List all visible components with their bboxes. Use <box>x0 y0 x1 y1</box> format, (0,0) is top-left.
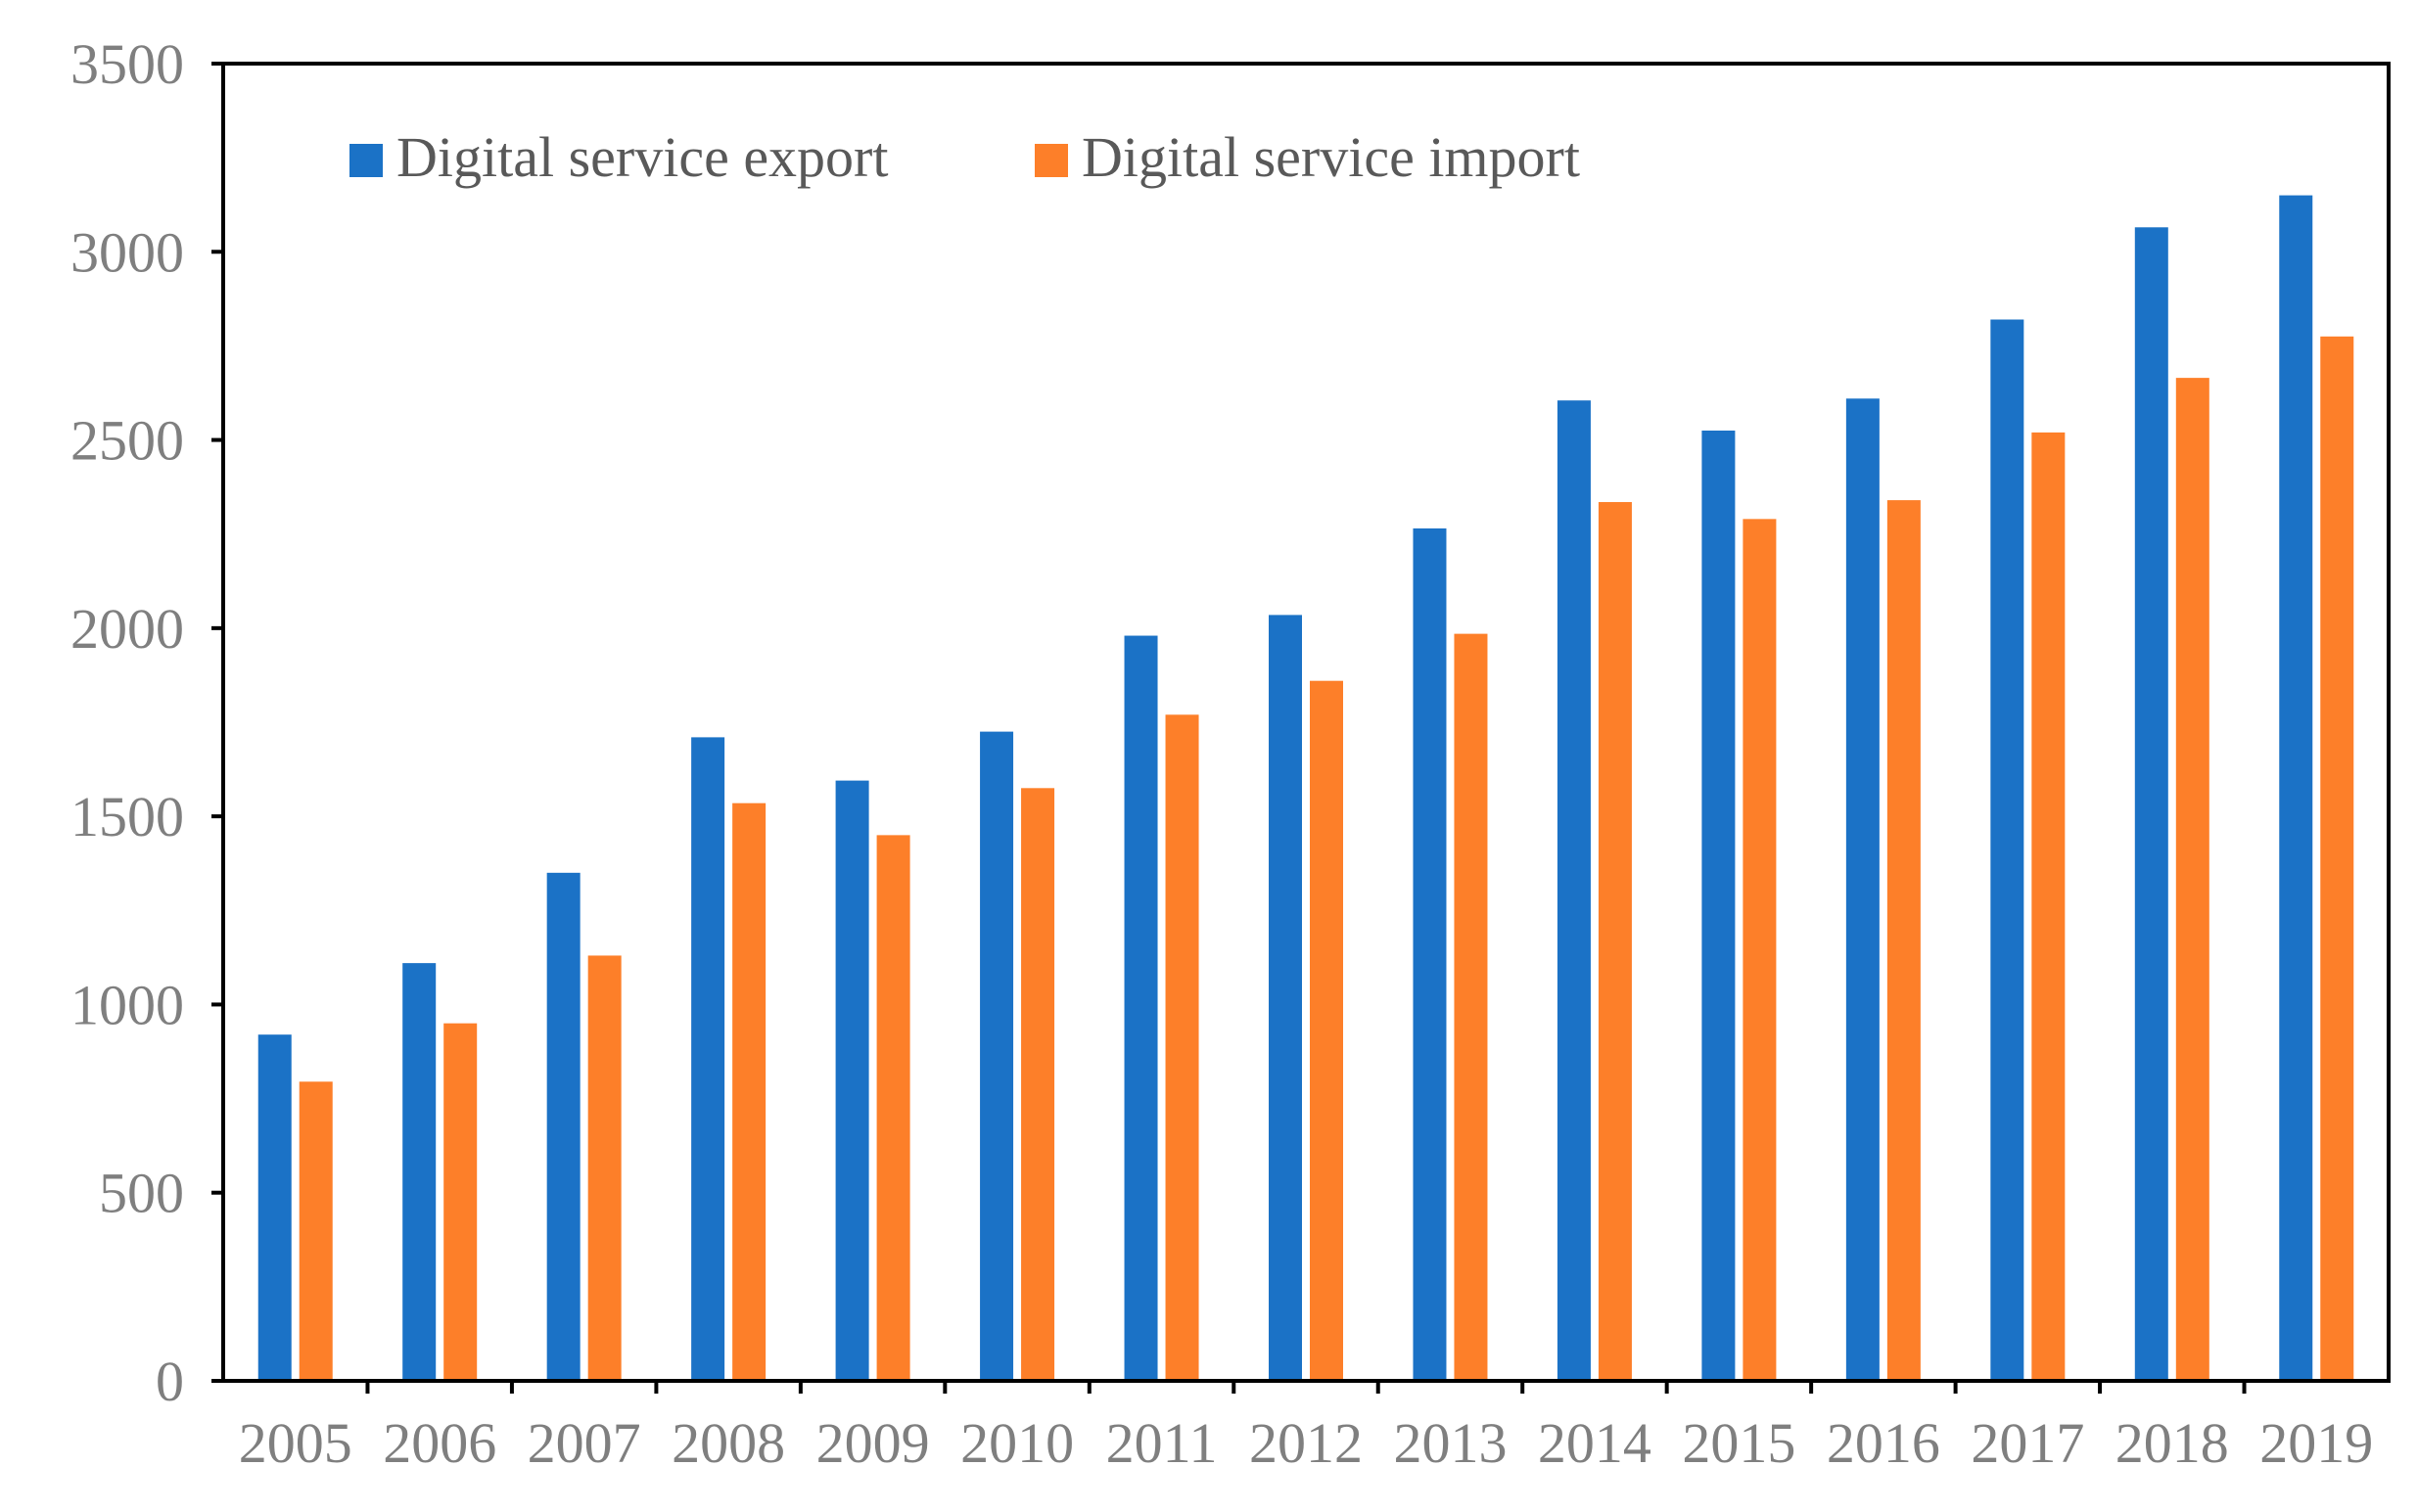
bar-export-2012 <box>1269 615 1302 1381</box>
bar-import-2017 <box>2031 432 2066 1381</box>
bar-export-2009 <box>835 780 869 1381</box>
legend-label-export: Digital service export <box>396 125 889 189</box>
x-tick-label-2005: 2005 <box>239 1411 352 1475</box>
bar-import-2018 <box>2175 378 2209 1381</box>
bar-import-2008 <box>732 802 767 1381</box>
bar-export-2006 <box>402 963 437 1381</box>
y-tick-label: 2500 <box>70 409 184 473</box>
x-tick-label-2012: 2012 <box>1249 1411 1363 1475</box>
bar-import-2005 <box>299 1081 333 1381</box>
y-tick-label: 3500 <box>70 32 184 96</box>
bar-import-2012 <box>1310 680 1343 1381</box>
x-tick-label-2013: 2013 <box>1393 1411 1507 1475</box>
bar-import-2019 <box>2320 336 2354 1381</box>
bar-export-2008 <box>691 737 725 1381</box>
bar-export-2007 <box>546 872 581 1381</box>
x-tick-label-2014: 2014 <box>1538 1411 1651 1475</box>
y-tick-label: 2000 <box>70 597 184 661</box>
x-tick-label-2017: 2017 <box>1971 1411 2084 1475</box>
bar-export-2015 <box>1701 430 1736 1381</box>
x-axis: 2005 2006 2007 2008 2009 2010 2011 2012 2013 2014… <box>239 1381 2373 1475</box>
bar-export-2013 <box>1413 527 1447 1381</box>
bars-group <box>257 195 2354 1382</box>
y-tick-label: 0 <box>156 1350 184 1413</box>
bar-import-2009 <box>876 835 910 1381</box>
bar-import-2014 <box>1598 502 1632 1381</box>
bar-export-2018 <box>2134 227 2168 1381</box>
x-tick-label-2016: 2016 <box>1827 1411 1940 1475</box>
legend-swatch-export <box>349 144 383 177</box>
bar-import-2016 <box>1886 500 1921 1381</box>
bar-export-2016 <box>1845 398 1880 1382</box>
bar-export-2017 <box>1990 319 2024 1382</box>
y-tick-label: 1000 <box>70 973 184 1036</box>
legend: Digital service export Digital service im… <box>349 125 1580 189</box>
x-tick-label-2015: 2015 <box>1682 1411 1795 1475</box>
x-tick-label-2018: 2018 <box>2115 1411 2229 1475</box>
bar-export-2011 <box>1124 635 1158 1381</box>
bar-import-2011 <box>1165 714 1199 1381</box>
plot-frame <box>221 62 2391 1383</box>
x-tick-label-2019: 2019 <box>2259 1411 2373 1475</box>
bar-import-2010 <box>1021 788 1055 1381</box>
y-axis: 0 500 1000 1500 2000 2500 3000 3500 <box>70 32 223 1413</box>
bar-export-2010 <box>980 731 1014 1381</box>
x-tick-label-2007: 2007 <box>528 1411 641 1475</box>
x-tick-label-2010: 2010 <box>960 1411 1074 1475</box>
bar-export-2019 <box>2279 195 2313 1382</box>
bar-import-2013 <box>1454 633 1488 1381</box>
legend-label-import: Digital service import <box>1082 125 1580 189</box>
y-tick-label: 1500 <box>70 785 184 848</box>
x-tick-label-2006: 2006 <box>383 1411 496 1475</box>
x-tick-label-2008: 2008 <box>672 1411 785 1475</box>
y-tick-label: 500 <box>99 1162 184 1225</box>
bar-import-2006 <box>443 1023 478 1381</box>
bar-import-2015 <box>1743 519 1777 1381</box>
bar-export-2014 <box>1557 400 1591 1382</box>
x-tick-label-2011: 2011 <box>1106 1411 1218 1475</box>
legend-swatch-import <box>1035 144 1068 177</box>
y-tick-label: 3000 <box>70 220 184 284</box>
bar-export-2005 <box>257 1034 292 1381</box>
bar-import-2007 <box>587 955 622 1381</box>
x-tick-label-2009: 2009 <box>816 1411 930 1475</box>
